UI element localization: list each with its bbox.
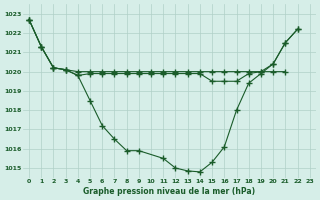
X-axis label: Graphe pression niveau de la mer (hPa): Graphe pression niveau de la mer (hPa) (83, 187, 255, 196)
